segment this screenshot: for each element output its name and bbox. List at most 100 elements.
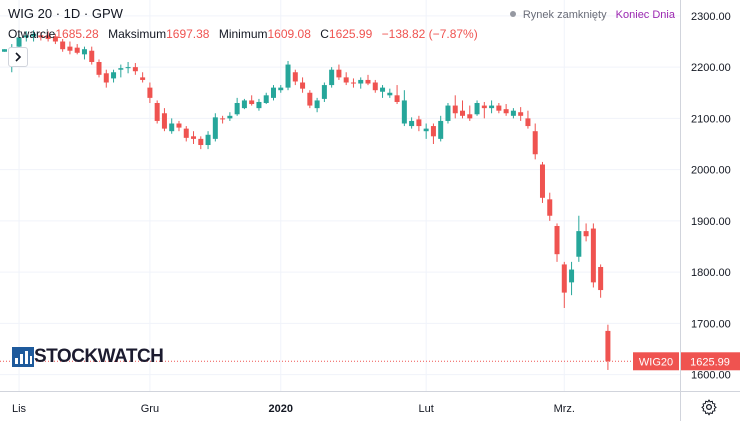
- candle[interactable]: [329, 67, 335, 88]
- candle[interactable]: [16, 33, 22, 50]
- candle[interactable]: [234, 97, 240, 116]
- candle[interactable]: [590, 223, 596, 288]
- candle[interactable]: [416, 115, 422, 132]
- candle[interactable]: [263, 92, 269, 105]
- candle[interactable]: [103, 69, 109, 88]
- candle[interactable]: [539, 161, 545, 203]
- candle[interactable]: [547, 192, 553, 221]
- candle[interactable]: [605, 324, 611, 370]
- candle[interactable]: [67, 41, 73, 55]
- candle[interactable]: [147, 82, 153, 104]
- candle[interactable]: [445, 103, 451, 124]
- candle[interactable]: [249, 95, 255, 106]
- candle[interactable]: [336, 64, 342, 80]
- candle[interactable]: [532, 123, 538, 160]
- candle[interactable]: [409, 117, 415, 129]
- candle[interactable]: [481, 101, 487, 119]
- candle-body: [372, 82, 378, 91]
- candle[interactable]: [307, 90, 313, 109]
- candle[interactable]: [489, 100, 495, 114]
- candle[interactable]: [576, 215, 582, 262]
- candle[interactable]: [525, 110, 531, 129]
- candle[interactable]: [132, 63, 138, 75]
- candle[interactable]: [380, 85, 386, 98]
- candle-body: [132, 67, 138, 72]
- candle[interactable]: [554, 223, 560, 262]
- candle-body: [510, 110, 516, 116]
- candle[interactable]: [300, 77, 306, 93]
- symbol-name[interactable]: WIG 20: [8, 6, 53, 21]
- candle[interactable]: [220, 115, 226, 124]
- candle[interactable]: [503, 104, 509, 116]
- candle[interactable]: [358, 77, 364, 89]
- candle[interactable]: [569, 261, 575, 296]
- candle[interactable]: [205, 131, 211, 150]
- candle[interactable]: [81, 46, 87, 60]
- candle[interactable]: [510, 108, 516, 119]
- candle[interactable]: [169, 118, 175, 134]
- candle[interactable]: [467, 105, 473, 121]
- candle[interactable]: [154, 100, 160, 124]
- candle[interactable]: [140, 72, 146, 83]
- candle[interactable]: [343, 72, 349, 86]
- candle[interactable]: [198, 136, 204, 150]
- candle[interactable]: [60, 38, 66, 52]
- candle[interactable]: [350, 78, 356, 88]
- candle[interactable]: [314, 97, 320, 113]
- candle[interactable]: [598, 264, 604, 298]
- low-value: 1609.08: [267, 27, 311, 41]
- candle[interactable]: [387, 88, 393, 98]
- candle[interactable]: [176, 120, 182, 132]
- candle[interactable]: [241, 98, 247, 110]
- candle[interactable]: [31, 30, 37, 42]
- candle[interactable]: [474, 100, 480, 116]
- candle[interactable]: [401, 90, 407, 127]
- candle-body: [227, 115, 233, 119]
- candle[interactable]: [52, 33, 58, 45]
- candle[interactable]: [372, 79, 378, 93]
- candle[interactable]: [2, 49, 7, 52]
- interval-label[interactable]: 1D: [63, 6, 81, 21]
- candle[interactable]: [460, 100, 466, 119]
- candle[interactable]: [430, 123, 436, 144]
- candle[interactable]: [518, 107, 524, 121]
- candle[interactable]: [23, 31, 29, 42]
- candle-body: [387, 92, 393, 96]
- last-price-tag-value: 1625.99: [690, 356, 730, 368]
- candle[interactable]: [191, 131, 197, 144]
- candle[interactable]: [583, 223, 589, 242]
- candle[interactable]: [111, 69, 117, 83]
- candle[interactable]: [125, 62, 131, 74]
- candle[interactable]: [285, 60, 291, 91]
- candle[interactable]: [278, 85, 284, 93]
- candle-body: [176, 123, 182, 128]
- candle[interactable]: [118, 64, 124, 78]
- candle[interactable]: [321, 82, 327, 102]
- candle[interactable]: [292, 69, 298, 86]
- candle[interactable]: [452, 95, 458, 119]
- candle[interactable]: [394, 85, 400, 105]
- candle[interactable]: [45, 31, 51, 42]
- candle[interactable]: [256, 98, 262, 111]
- candle-body: [547, 199, 553, 216]
- candle[interactable]: [212, 113, 218, 142]
- expand-legend-button[interactable]: [8, 47, 28, 67]
- candle[interactable]: [96, 59, 102, 78]
- candle[interactable]: [496, 103, 502, 114]
- candle-body: [380, 87, 386, 92]
- candle[interactable]: [561, 261, 567, 308]
- candle[interactable]: [227, 112, 233, 121]
- candle[interactable]: [423, 123, 429, 139]
- candle[interactable]: [89, 46, 95, 65]
- candle[interactable]: [365, 74, 371, 86]
- candle[interactable]: [161, 108, 167, 132]
- candle[interactable]: [438, 115, 444, 142]
- candle[interactable]: [270, 85, 276, 101]
- end-of-day-link[interactable]: Koniec Dnia: [615, 9, 675, 21]
- gear-icon[interactable]: [700, 398, 718, 416]
- title-separator: ·: [55, 6, 64, 21]
- candle[interactable]: [38, 32, 44, 41]
- candle[interactable]: [183, 126, 189, 142]
- candle[interactable]: [74, 44, 80, 55]
